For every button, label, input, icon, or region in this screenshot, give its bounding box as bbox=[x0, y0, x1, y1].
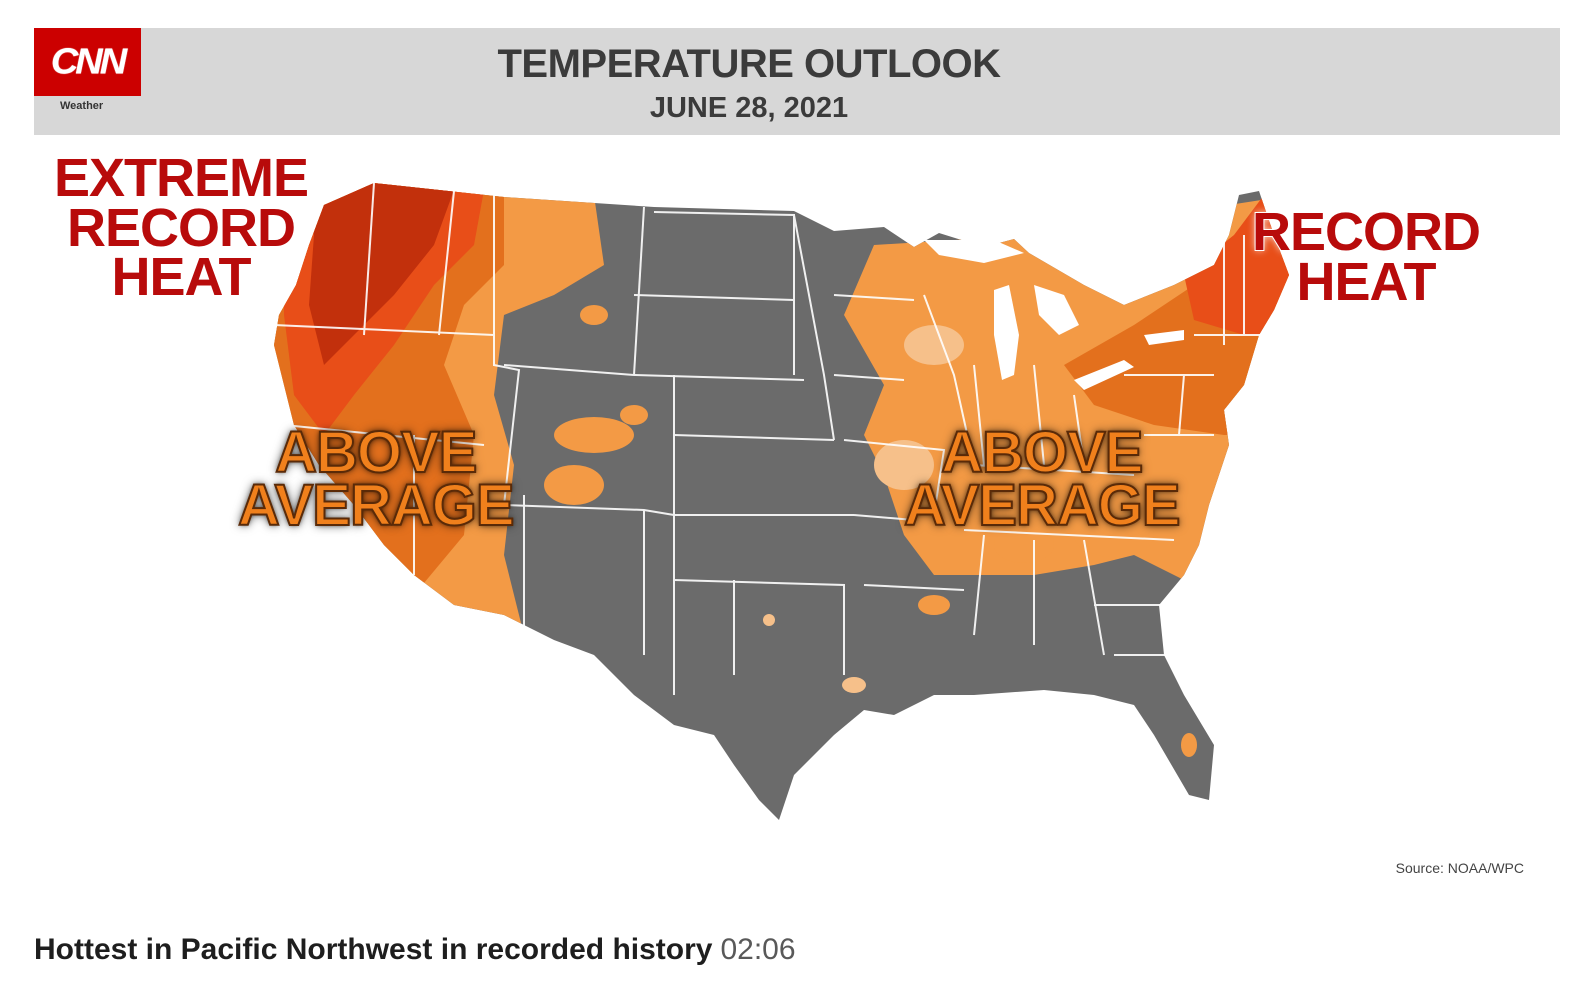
extreme-label-line-2: RECORD bbox=[66, 197, 297, 258]
extreme-record-heat-label: EXTREME RECORD HEAT bbox=[53, 148, 310, 308]
above-average-east-label: ABOVE AVERAGE bbox=[903, 420, 1182, 539]
logo-subtext: Weather bbox=[60, 100, 104, 112]
west-extreme-zone bbox=[304, 183, 454, 365]
lake-superior bbox=[924, 240, 1024, 263]
video-title-link[interactable]: Hottest in Pacific Northwest in recorded… bbox=[34, 933, 713, 966]
extreme-label-line-1: EXTREME bbox=[53, 148, 310, 208]
logo-text: CNN bbox=[50, 41, 127, 82]
lake-erie bbox=[1074, 360, 1134, 390]
record-heat-label: RECORD HEAT bbox=[1251, 202, 1482, 312]
video-duration: 02:06 bbox=[720, 933, 796, 966]
extreme-label-line-3: HEAT bbox=[111, 247, 253, 308]
above-east-line-1: ABOVE bbox=[940, 420, 1144, 485]
source-credit: Source: NOAA/WPC bbox=[1395, 860, 1524, 876]
cnn-logo: CNN bbox=[34, 28, 141, 96]
us-temperature-map bbox=[273, 182, 1289, 820]
video-player[interactable]: CNN Weather TEMPERATURE OUTLOOK JUNE 28,… bbox=[34, 28, 1560, 886]
header-band bbox=[34, 28, 1560, 135]
video-caption: Hottest in Pacific Northwest in recorded… bbox=[34, 933, 796, 967]
above-east-line-2: AVERAGE bbox=[903, 473, 1182, 539]
above-west-line-2: AVERAGE bbox=[237, 473, 516, 539]
graphic-date: JUNE 28, 2021 bbox=[649, 92, 849, 124]
graphic-title: TEMPERATURE OUTLOOK bbox=[497, 42, 1001, 86]
record-label-line-2: HEAT bbox=[1295, 251, 1437, 312]
lake-huron bbox=[1034, 285, 1079, 335]
state-borders bbox=[273, 182, 1274, 695]
east-record-zone bbox=[1184, 195, 1289, 335]
above-west-line-1: ABOVE bbox=[274, 420, 478, 485]
above-average-west-label: ABOVE AVERAGE bbox=[237, 420, 516, 539]
lake-michigan bbox=[994, 285, 1019, 380]
lake-ontario bbox=[1144, 330, 1184, 345]
record-label-line-1: RECORD bbox=[1251, 202, 1482, 262]
